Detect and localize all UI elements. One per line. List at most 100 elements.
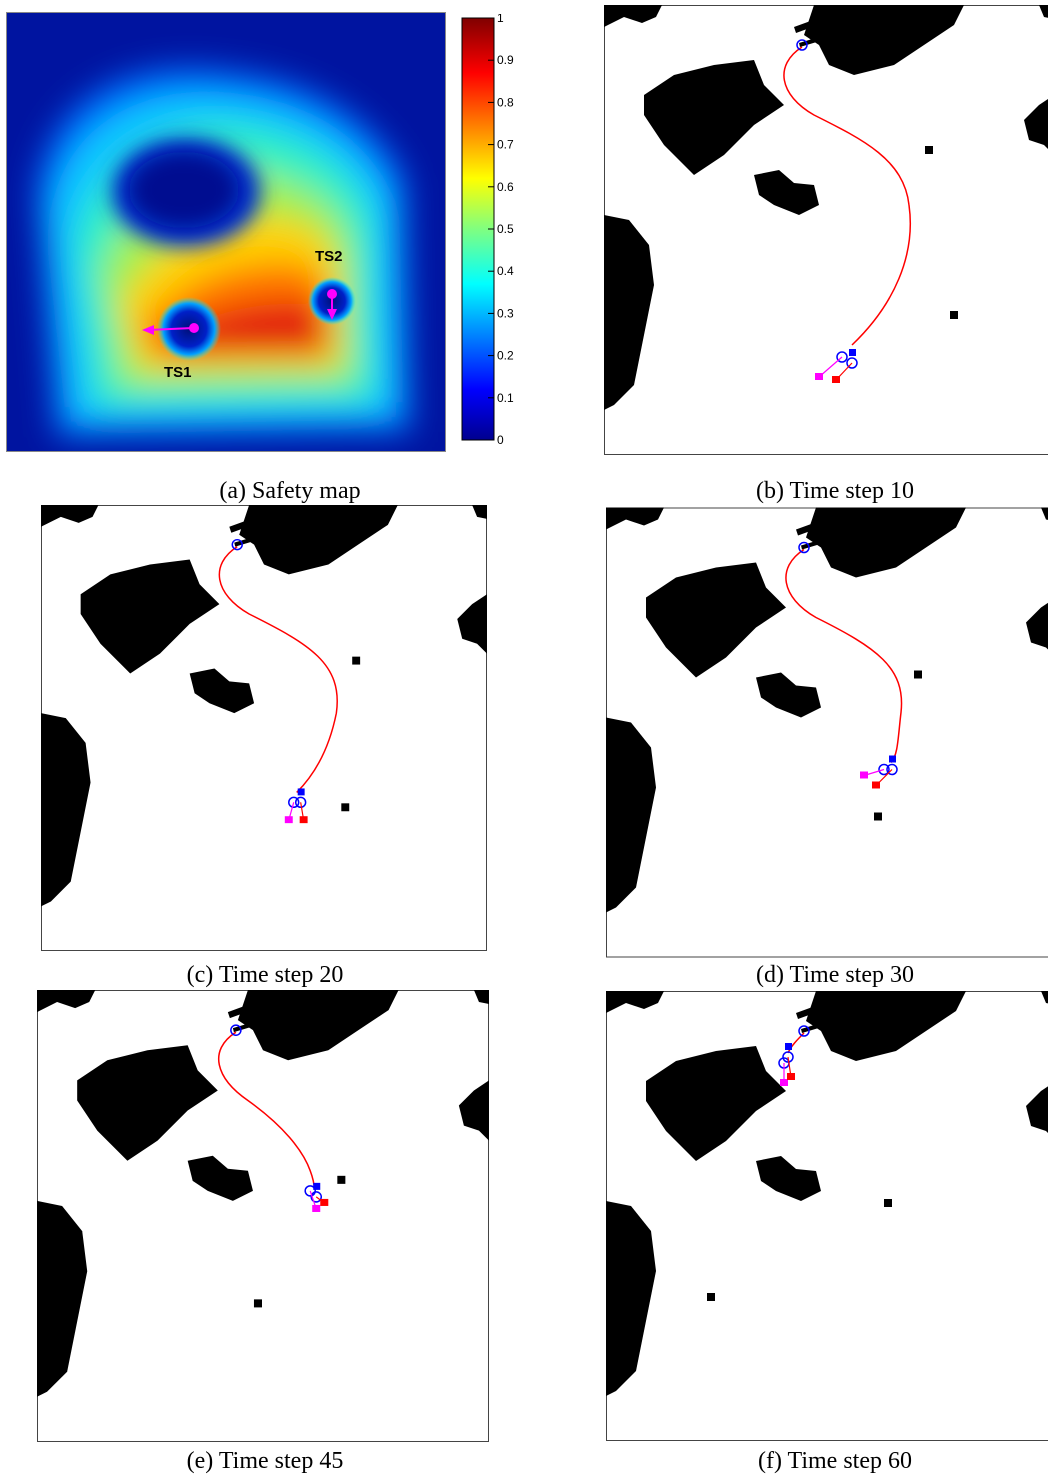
map-panel-c <box>40 505 487 951</box>
land-mass <box>796 1005 820 1019</box>
target-ship-1-track <box>288 802 295 821</box>
start-point <box>230 1024 242 1036</box>
start-point <box>798 1025 810 1037</box>
land-mass <box>472 505 487 519</box>
map-panel-b <box>604 5 1048 455</box>
obstacle-marker <box>925 146 933 154</box>
own-ship-ring <box>288 796 300 809</box>
colorbar-tick-label: 0.4 <box>497 264 514 278</box>
map-frame <box>606 991 1048 1441</box>
obstacle-marker <box>337 1175 346 1184</box>
land-mass <box>604 5 662 27</box>
target-ship-1-track <box>309 1190 317 1210</box>
panel-safety-map: TS1 TS2 0 0.1 0.2 0.3 0.4 0.5 0.6 0.7 0.8 0.9 1 <box>0 0 540 470</box>
colorbar-tick-label: 0.3 <box>497 306 514 320</box>
obstacle-marker <box>914 670 922 679</box>
colorbar-tick-label: 0.5 <box>497 222 514 236</box>
colorbar-tick-label: 0.8 <box>497 95 514 109</box>
caption-e: (e) Time step 45 <box>186 1448 344 1474</box>
caption-d: (d) Time step 30 <box>755 962 914 988</box>
own-ship-marker <box>785 1043 792 1050</box>
map-panel-d <box>606 507 1048 958</box>
ts2-label: TS2 <box>315 248 343 265</box>
caption-f: (f) Time step 60 <box>757 1448 912 1474</box>
map-panel-f <box>606 991 1048 1441</box>
obstacle-marker <box>707 1293 715 1301</box>
land-mass <box>604 215 654 410</box>
land-mass <box>232 1022 254 1033</box>
map-frame <box>604 5 1048 455</box>
own-ship-ring <box>304 1185 316 1197</box>
target-ship-2-track <box>835 362 853 381</box>
land-mass <box>606 991 664 1013</box>
target-ship-1-track <box>818 356 843 378</box>
ts2-marker <box>327 289 337 320</box>
land-mass <box>473 990 489 1005</box>
land-mass <box>801 1023 822 1033</box>
land-mass <box>41 505 99 527</box>
colorbar-tick-label: 0 <box>497 433 504 447</box>
colorbar-tick-label: 0.9 <box>497 53 514 67</box>
land-mass <box>189 668 255 714</box>
map-frame <box>40 505 487 951</box>
colorbar-tick-label: 0.6 <box>497 180 514 194</box>
land-mass <box>1041 507 1048 520</box>
own-ship-ring <box>836 351 848 363</box>
caption-c: (c) Time step 20 <box>186 962 344 988</box>
start-point <box>796 39 808 51</box>
colorbar-tick-label: 0.7 <box>497 138 514 152</box>
own-ship-path <box>218 1031 315 1189</box>
land-mass <box>806 507 966 578</box>
map-frame <box>606 507 1048 958</box>
own-ship-marker <box>297 788 305 796</box>
obstacle-marker <box>884 1199 892 1207</box>
land-mass <box>227 1004 252 1019</box>
own-ship-path <box>783 46 911 346</box>
land-mass <box>796 521 820 536</box>
target-ship-2-track <box>875 769 893 786</box>
land-mass <box>794 19 818 33</box>
own-ship-path <box>787 1032 805 1054</box>
land-mass <box>458 1080 489 1141</box>
target-ship-2-track <box>300 802 305 821</box>
own-ship-path <box>785 548 903 764</box>
land-mass <box>646 1046 786 1161</box>
start-point <box>798 541 810 554</box>
land-mass <box>1039 5 1048 18</box>
target-ship-2-track <box>315 1196 325 1204</box>
land-mass <box>234 536 256 547</box>
safety-map-heatmap: TS1 TS2 <box>6 12 446 452</box>
land-mass <box>77 1045 218 1161</box>
land-mass <box>754 170 819 215</box>
own-ship-marker <box>313 1182 321 1190</box>
land-mass <box>756 1156 821 1201</box>
land-mass <box>644 60 784 175</box>
caption-b: (b) Time step 10 <box>755 478 914 504</box>
land-mass <box>606 507 664 530</box>
ts1-label: TS1 <box>164 364 192 381</box>
own-ship-ring <box>878 763 890 776</box>
obstacle-marker <box>950 311 958 319</box>
own-ship-ring <box>782 1051 794 1063</box>
own-ship-ring <box>310 1191 323 1203</box>
own-ship-ring <box>886 763 898 776</box>
land-mass <box>799 37 820 47</box>
land-mass <box>1041 991 1048 1004</box>
land-mass <box>1026 1086 1048 1133</box>
colorbar-tick-label: 0.1 <box>497 391 514 405</box>
caption-a: (a) Safety map <box>219 478 361 504</box>
land-mass <box>801 539 822 550</box>
land-mass <box>457 594 487 654</box>
land-mass <box>606 1201 656 1396</box>
land-mass <box>646 562 786 678</box>
land-mass <box>229 518 254 533</box>
land-mass <box>606 717 656 913</box>
land-mass <box>237 990 399 1061</box>
own-ship-ring <box>846 357 858 369</box>
ts1-marker <box>142 323 199 335</box>
land-mass <box>37 990 96 1013</box>
obstacle-marker <box>352 656 361 665</box>
land-mass <box>806 991 966 1061</box>
obstacle-marker <box>874 812 882 821</box>
land-mass <box>804 5 964 75</box>
